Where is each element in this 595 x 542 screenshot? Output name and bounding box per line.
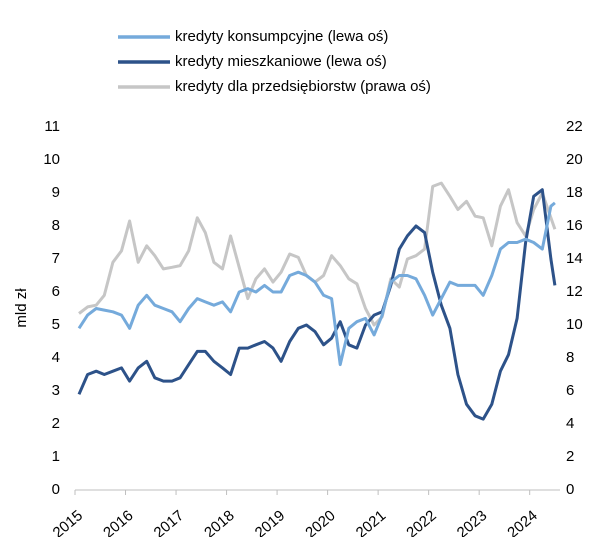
y2-tick-label: 14	[566, 250, 583, 267]
x-tick-label: 2019	[252, 507, 288, 537]
legend-label: kredyty mieszkaniowe (lewa oś)	[175, 53, 387, 70]
y2-tick-label: 18	[566, 184, 583, 201]
y2-tick-label: 8	[566, 349, 574, 366]
y-tick-label: 2	[52, 415, 60, 432]
y2-tick-label: 6	[566, 382, 574, 399]
y2-tick-label: 10	[566, 316, 583, 333]
y-tick-label: 1	[52, 448, 60, 465]
x-tick-label: 2020	[302, 507, 338, 537]
y2-tick-label: 22	[566, 118, 583, 135]
y-tick-label: 0	[52, 481, 60, 498]
y2-tick-label: 20	[566, 151, 583, 168]
y2-tick-label: 12	[566, 283, 583, 300]
x-tick-label: 2015	[50, 507, 86, 537]
y-tick-label: 10	[43, 151, 60, 168]
legend-label: kredyty dla przedsiębiorstw (prawa oś)	[175, 78, 431, 95]
series-line	[77, 188, 557, 421]
series-line	[77, 201, 556, 367]
y-tick-label: 6	[52, 283, 60, 300]
y-tick-label: 4	[52, 349, 60, 366]
y2-tick-label: 4	[566, 415, 574, 432]
x-tick-label: 2016	[100, 507, 136, 537]
y2-tick-label: 2	[566, 448, 574, 465]
y2-tick-label: 16	[566, 217, 583, 234]
x-tick-label: 2022	[403, 507, 439, 537]
y2-tick-label: 0	[566, 481, 574, 498]
series-line	[78, 181, 557, 327]
y-tick-label: 5	[52, 316, 60, 333]
x-tick-label: 2018	[201, 507, 237, 537]
y-tick-label: 9	[52, 184, 60, 201]
y-tick-label: 8	[52, 217, 60, 234]
y-tick-label: 11	[44, 118, 60, 135]
y-tick-label: 7	[52, 250, 60, 267]
x-tick-label: 2021	[353, 507, 389, 537]
y-axis-label: mld zł	[13, 288, 30, 328]
y-tick-label: 3	[52, 382, 60, 399]
legend-label: kredyty konsumpcyjne (lewa oś)	[175, 28, 388, 45]
x-tick-label: 2024	[504, 507, 540, 537]
x-tick-label: 2017	[151, 507, 187, 537]
x-tick-label: 2023	[454, 507, 490, 537]
